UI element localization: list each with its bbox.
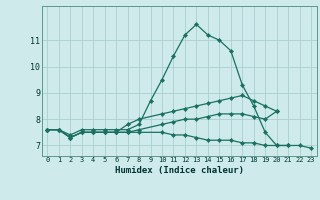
X-axis label: Humidex (Indice chaleur): Humidex (Indice chaleur) bbox=[115, 166, 244, 175]
